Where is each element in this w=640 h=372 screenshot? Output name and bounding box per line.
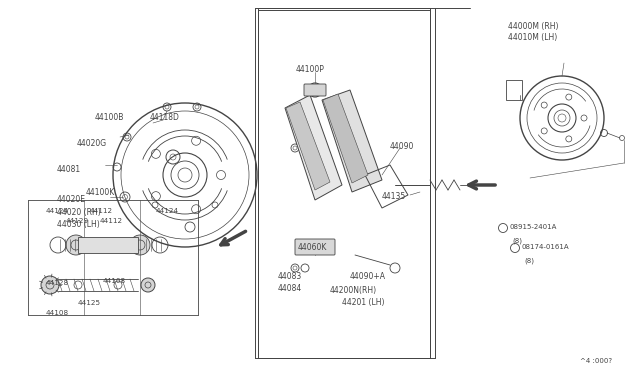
- Circle shape: [41, 276, 59, 294]
- Circle shape: [130, 235, 150, 255]
- Polygon shape: [323, 94, 368, 183]
- Text: 44084: 44084: [278, 284, 302, 293]
- Text: 44020E: 44020E: [57, 196, 86, 205]
- Text: 44100B: 44100B: [95, 112, 124, 122]
- Text: 44135: 44135: [382, 192, 406, 201]
- Text: 44090+A: 44090+A: [350, 272, 386, 281]
- Text: 44030 (LH): 44030 (LH): [57, 221, 100, 230]
- FancyBboxPatch shape: [295, 239, 335, 255]
- Text: 44083: 44083: [278, 272, 302, 281]
- Text: ^4 :000?: ^4 :000?: [580, 358, 612, 364]
- Text: 44124: 44124: [156, 208, 179, 214]
- Text: 44100P: 44100P: [296, 65, 325, 74]
- Text: 44000M (RH): 44000M (RH): [508, 22, 559, 31]
- Text: (8): (8): [524, 258, 534, 264]
- Text: 44090: 44090: [390, 142, 414, 151]
- Text: 44124: 44124: [46, 208, 69, 214]
- Text: 44010M (LH): 44010M (LH): [508, 33, 557, 42]
- Text: 44108: 44108: [46, 310, 69, 316]
- Text: 44201 (LH): 44201 (LH): [342, 298, 385, 307]
- Text: 44125: 44125: [78, 300, 101, 306]
- Bar: [78, 237, 138, 253]
- Text: 44112: 44112: [100, 218, 123, 224]
- FancyBboxPatch shape: [304, 84, 326, 96]
- Polygon shape: [322, 90, 382, 192]
- Circle shape: [141, 278, 155, 292]
- Text: (8): (8): [512, 238, 522, 244]
- Text: 44100K: 44100K: [86, 188, 115, 197]
- Text: 44020G: 44020G: [77, 138, 107, 148]
- Text: 44020 (RH): 44020 (RH): [57, 208, 100, 218]
- Text: 44128: 44128: [46, 280, 69, 286]
- Text: 44129: 44129: [66, 218, 89, 224]
- Text: 08174-0161A: 08174-0161A: [521, 244, 568, 250]
- Text: 44118D: 44118D: [150, 112, 180, 122]
- Polygon shape: [286, 102, 330, 190]
- Text: 44200N(RH): 44200N(RH): [330, 286, 377, 295]
- Polygon shape: [285, 95, 342, 200]
- Text: 44108: 44108: [103, 278, 126, 284]
- Text: 44060K: 44060K: [298, 243, 328, 252]
- Circle shape: [66, 235, 86, 255]
- Text: 44081: 44081: [57, 164, 81, 173]
- Text: 08915-2401A: 08915-2401A: [509, 224, 556, 230]
- Text: 44112: 44112: [90, 208, 113, 214]
